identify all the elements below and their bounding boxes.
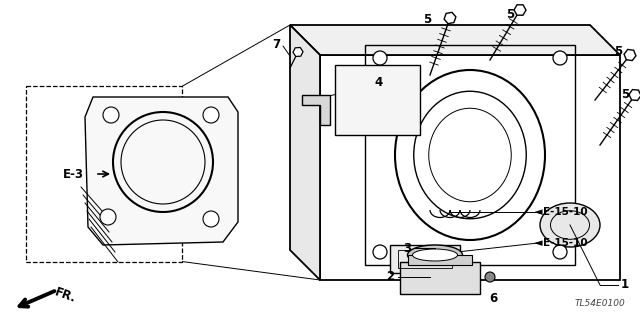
Text: 7: 7 (272, 39, 280, 51)
Text: E-15-10: E-15-10 (543, 207, 588, 217)
Circle shape (103, 107, 119, 123)
Circle shape (373, 245, 387, 259)
Polygon shape (444, 12, 456, 24)
Bar (408, 255, 472, 265)
Bar (365, 45, 575, 265)
Polygon shape (293, 48, 303, 56)
Ellipse shape (408, 245, 463, 265)
Text: 4: 4 (374, 77, 382, 90)
Circle shape (373, 51, 387, 65)
Circle shape (553, 51, 567, 65)
Polygon shape (514, 5, 526, 15)
Text: 3: 3 (403, 241, 411, 255)
Ellipse shape (413, 249, 458, 261)
Polygon shape (320, 55, 620, 280)
Circle shape (100, 209, 116, 225)
Bar (26, 86, 182, 262)
Bar (398, 250, 452, 268)
Text: ◄: ◄ (534, 207, 542, 217)
Text: 5: 5 (614, 45, 622, 58)
Bar (400, 262, 480, 294)
Text: 1: 1 (621, 278, 629, 292)
Text: E-15-10: E-15-10 (543, 238, 588, 248)
Circle shape (203, 107, 219, 123)
Circle shape (553, 245, 567, 259)
Polygon shape (629, 90, 640, 100)
Ellipse shape (540, 203, 600, 247)
Circle shape (485, 272, 495, 282)
Text: 5: 5 (423, 13, 431, 26)
Polygon shape (290, 25, 320, 280)
Text: ◄: ◄ (534, 238, 542, 248)
Text: 2: 2 (386, 271, 394, 284)
Polygon shape (85, 97, 238, 245)
Polygon shape (302, 95, 330, 125)
Polygon shape (624, 49, 636, 61)
Circle shape (203, 211, 219, 227)
Polygon shape (290, 25, 620, 55)
Bar (390, 245, 460, 273)
Bar (335, 65, 420, 135)
Text: 6: 6 (489, 292, 497, 305)
Text: FR.: FR. (53, 285, 78, 305)
Text: E-3: E-3 (63, 167, 83, 181)
Text: 5: 5 (506, 8, 514, 21)
Text: 5: 5 (621, 88, 629, 101)
Text: TL54E0100: TL54E0100 (574, 299, 625, 308)
